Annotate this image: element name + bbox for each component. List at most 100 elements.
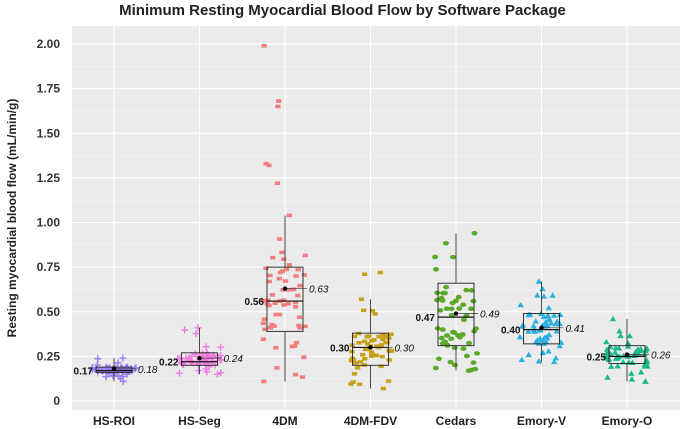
data-point: [281, 298, 287, 302]
x-tick-label: HS-Seg: [178, 414, 221, 428]
data-point: [192, 330, 200, 338]
data-point: [174, 355, 182, 363]
data-point: [386, 348, 392, 353]
data-point: [455, 294, 462, 300]
data-point: [451, 330, 458, 335]
data-point: [280, 257, 287, 261]
data-point: [369, 338, 375, 343]
y-tick-label: 2.00: [37, 37, 61, 51]
data-point: [540, 293, 548, 299]
data-point: [262, 327, 268, 332]
median-label: 0.40: [501, 326, 521, 337]
data-point: [351, 372, 358, 376]
data-point: [302, 324, 308, 329]
data-point: [470, 298, 477, 304]
data-point: [440, 290, 447, 296]
data-point: [275, 104, 281, 109]
data-point: [450, 254, 457, 260]
data-point: [628, 376, 636, 382]
data-point: [357, 382, 363, 387]
data-point: [364, 334, 370, 339]
mean-label: 0.49: [480, 310, 500, 321]
data-point: [434, 297, 441, 303]
data-point: [295, 293, 301, 298]
data-point: [261, 379, 267, 384]
x-tick-label: HS-ROI: [93, 414, 135, 428]
data-point: [642, 378, 649, 384]
data-point: [348, 382, 354, 386]
data-point: [285, 301, 291, 306]
box-4dm-fdv: 0.30 0.30: [330, 270, 415, 391]
x-tick-label: Emory-V: [517, 414, 566, 428]
data-point: [517, 301, 524, 308]
data-point: [297, 326, 303, 330]
data-point: [614, 362, 621, 369]
data-point: [438, 335, 445, 341]
data-point: [435, 356, 442, 362]
data-point: [205, 363, 213, 371]
data-point: [550, 358, 558, 365]
data-point: [545, 331, 553, 338]
data-point: [439, 341, 446, 346]
median-label: 0.25: [587, 352, 607, 363]
data-point: [88, 366, 96, 374]
y-tick-label: 1.00: [37, 216, 61, 230]
data-point: [376, 334, 382, 339]
median-label: 0.30: [330, 343, 350, 354]
data-point: [273, 346, 279, 350]
data-point: [373, 353, 380, 358]
data-point: [549, 292, 556, 298]
data-point: [281, 303, 287, 307]
data-point: [217, 369, 225, 377]
data-point: [266, 279, 272, 284]
data-point: [474, 351, 481, 356]
data-point: [542, 319, 549, 325]
data-point: [267, 273, 273, 278]
data-point: [279, 269, 286, 273]
mean-marker: [282, 286, 288, 291]
data-point: [269, 293, 276, 297]
data-point: [641, 361, 648, 368]
data-point: [260, 337, 266, 342]
data-point: [516, 333, 524, 340]
data-point: [293, 372, 299, 377]
data-point: [456, 306, 463, 311]
data-point: [297, 283, 303, 288]
y-tick-label: 0: [53, 394, 60, 408]
box-cedars: 0.47 0.49: [416, 230, 500, 373]
data-point: [540, 313, 548, 320]
data-point: [378, 343, 385, 347]
data-point: [385, 379, 392, 383]
mean-label: 0.18: [138, 365, 158, 376]
data-point: [530, 322, 537, 329]
data-point: [292, 305, 299, 309]
data-point: [279, 250, 285, 255]
mean-label: 0.30: [395, 343, 415, 354]
data-point: [603, 338, 610, 345]
data-point: [518, 356, 526, 363]
data-point: [276, 276, 282, 281]
data-point: [439, 327, 446, 332]
data-point: [449, 300, 456, 306]
box-hs-seg: 0.22 0.24: [159, 324, 243, 378]
data-point: [361, 339, 368, 344]
iqr-box: [523, 313, 560, 345]
data-point: [261, 317, 267, 322]
data-point: [175, 369, 183, 377]
mean-label: 0.26: [651, 351, 671, 362]
data-point: [368, 350, 375, 354]
data-point: [466, 340, 473, 346]
data-point: [608, 363, 615, 369]
data-point: [274, 366, 280, 370]
data-point: [374, 344, 380, 348]
data-point: [534, 292, 541, 298]
data-point: [202, 343, 210, 351]
data-point: [532, 338, 540, 345]
data-point: [616, 328, 623, 334]
x-axis-labels: HS-ROI HS-Seg 4DM 4DM-FDV Cedars Emory-V Emory…: [93, 414, 652, 428]
data-point: [350, 357, 357, 362]
data-point: [602, 352, 609, 358]
data-point: [286, 213, 292, 218]
data-point: [460, 346, 467, 351]
data-point: [525, 328, 532, 334]
